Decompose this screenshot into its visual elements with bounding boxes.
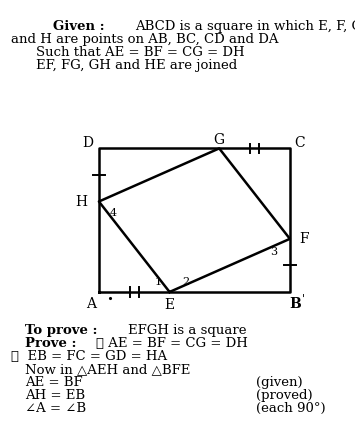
Text: ∠A = ∠B: ∠A = ∠B <box>25 402 86 415</box>
Text: D: D <box>82 136 93 150</box>
Text: ': ' <box>302 294 305 304</box>
Text: To prove :: To prove : <box>25 324 97 337</box>
Text: (given): (given) <box>256 376 302 389</box>
Text: G: G <box>214 133 225 147</box>
Text: EF, FG, GH and HE are joined: EF, FG, GH and HE are joined <box>36 59 237 72</box>
Text: 4: 4 <box>110 208 117 218</box>
Text: E: E <box>164 298 175 312</box>
Text: Given :: Given : <box>53 20 105 33</box>
Text: 1: 1 <box>154 277 162 287</box>
Text: (each 90°): (each 90°) <box>256 402 325 415</box>
Text: AH = EB: AH = EB <box>25 389 85 402</box>
Text: ∴  EB = FC = GD = HA: ∴ EB = FC = GD = HA <box>11 350 167 363</box>
Text: H: H <box>75 194 87 208</box>
Text: B: B <box>289 297 301 311</box>
Text: 2: 2 <box>182 277 189 287</box>
Text: AE = BF: AE = BF <box>25 376 82 389</box>
Text: A: A <box>86 297 96 311</box>
Text: Such that AE = BF = CG = DH: Such that AE = BF = CG = DH <box>36 46 244 59</box>
Text: ∴ AE = BF = CG = DH: ∴ AE = BF = CG = DH <box>96 337 248 350</box>
Text: Prove :: Prove : <box>25 337 76 350</box>
Text: and H are points on AB, BC, CD and DA: and H are points on AB, BC, CD and DA <box>11 33 278 46</box>
Text: EFGH is a square: EFGH is a square <box>128 324 246 337</box>
Text: Now in △AEH and △BFE: Now in △AEH and △BFE <box>25 363 190 376</box>
Text: 3: 3 <box>271 247 278 257</box>
Text: ABCD is a square in which E, F, G: ABCD is a square in which E, F, G <box>135 20 355 33</box>
Text: F: F <box>299 232 309 246</box>
Text: (proved): (proved) <box>256 389 312 402</box>
Text: C: C <box>294 136 305 150</box>
